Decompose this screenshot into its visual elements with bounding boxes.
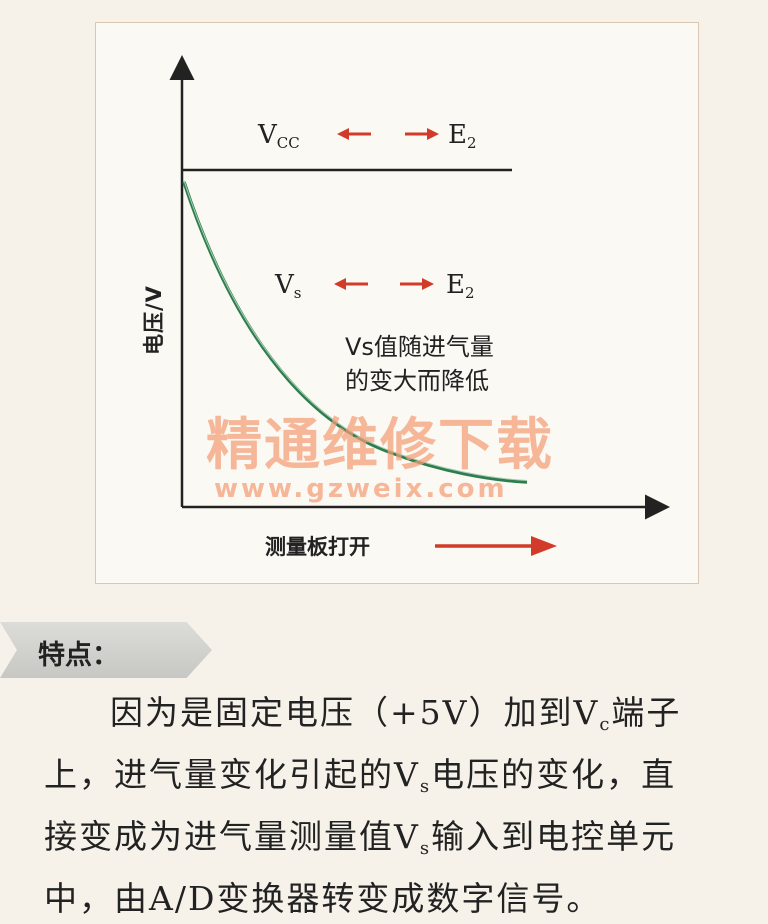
y-axis-label: 电压/V [142, 285, 166, 355]
feature-tag-banner [0, 622, 212, 678]
paragraph-line-1: 因为是固定电压（+5V）加到Vc端子 [110, 693, 682, 735]
vs-left-arrow [334, 278, 368, 290]
vcc-left-arrow [337, 128, 371, 140]
feature-title: 特点： [38, 640, 119, 671]
note-line-2: 的变大而降低 [345, 367, 489, 395]
x-axis-label: 测量板打开 [265, 535, 370, 559]
paragraph-line-3: 接变成为进气量测量值Vs输入到电控单元 [44, 817, 677, 859]
watermark-url: www.gzweix.com [214, 474, 508, 504]
vs-curve [182, 181, 528, 484]
paragraph-line-2: 上，进气量变化引起的Vs电压的变化，直 [44, 755, 677, 797]
vcc-right-arrow [405, 128, 439, 140]
diagram-frame [95, 22, 699, 584]
vcc-e2-label: E2 [448, 120, 477, 152]
vs-right-arrow [400, 278, 434, 290]
note-line-1: Vs值随进气量 [345, 333, 494, 361]
feature-paragraph: 因为是固定电压（+5V）加到Vc端子 上，进气量变化引起的Vs电压的变化，直 接… [44, 688, 744, 924]
vs-label: Vs [275, 270, 302, 302]
paragraph-line-4: 中，由A/D变换器转变成数字信号。 [44, 879, 602, 918]
open-direction-arrow [435, 536, 557, 556]
watermark-text: 精通维修下载 [206, 413, 554, 478]
voltage-diagram [169, 55, 670, 556]
vcc-label: VCC [258, 120, 300, 152]
vs-e2-label: E2 [446, 270, 475, 302]
